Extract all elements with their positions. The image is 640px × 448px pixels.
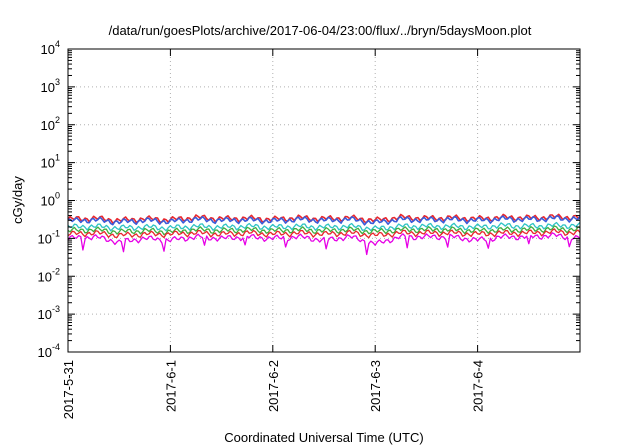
y-tick-label-exponent: -4: [52, 342, 60, 352]
y-tick-label: 10-4: [38, 342, 60, 360]
y-tick-label: 100: [41, 191, 60, 209]
series-line: [67, 232, 581, 256]
ticks: 10-410-310-210-11001011021031042017-5-31…: [38, 39, 580, 419]
y-tick-label: 102: [41, 115, 60, 133]
chart-title: /data/run/goesPlots/archive/2017-06-04/2…: [109, 23, 532, 38]
y-tick-label-base: 10: [38, 231, 52, 246]
y-tick-label-exponent: 3: [55, 77, 60, 87]
y-tick-label-base: 10: [41, 156, 55, 171]
y-tick-label-base: 10: [41, 118, 55, 133]
y-tick-label-exponent: -1: [52, 228, 60, 238]
y-tick-label: 103: [41, 77, 60, 95]
series-line: [68, 215, 581, 226]
y-tick-label-exponent: 4: [55, 39, 60, 49]
y-tick-label-exponent: 2: [55, 115, 60, 125]
x-tick-label: 2017-6-2: [266, 360, 281, 412]
x-tick-label: 2017-5-31: [61, 360, 76, 419]
y-tick-label-exponent: 1: [55, 153, 60, 163]
x-tick-label: 2017-6-4: [471, 360, 486, 412]
y-tick-label-exponent: -2: [52, 266, 60, 276]
series-line: [67, 221, 581, 232]
y-tick-label-base: 10: [41, 80, 55, 95]
y-axis-label: cGy/day: [10, 176, 25, 224]
y-tick-label: 10-1: [38, 228, 60, 246]
x-tick-label: 2017-6-1: [163, 360, 178, 412]
y-tick-label: 101: [41, 153, 60, 171]
y-tick-label-base: 10: [38, 269, 52, 284]
y-tick-label-base: 10: [41, 42, 55, 57]
x-axis-label: Coordinated Universal Time (UTC): [224, 430, 423, 445]
y-tick-label: 10-2: [38, 266, 60, 284]
y-tick-label-base: 10: [38, 345, 52, 360]
series-group: [67, 213, 581, 256]
y-tick-label-base: 10: [38, 307, 52, 322]
series-line: [67, 225, 581, 236]
y-tick-label: 104: [41, 39, 60, 57]
y-tick-label-base: 10: [41, 194, 55, 209]
y-tick-label-exponent: 0: [55, 191, 60, 201]
x-tick-label: 2017-6-3: [368, 360, 383, 412]
y-tick-label: 10-3: [38, 304, 60, 322]
y-tick-label-exponent: -3: [52, 304, 60, 314]
series-line: [67, 228, 581, 239]
